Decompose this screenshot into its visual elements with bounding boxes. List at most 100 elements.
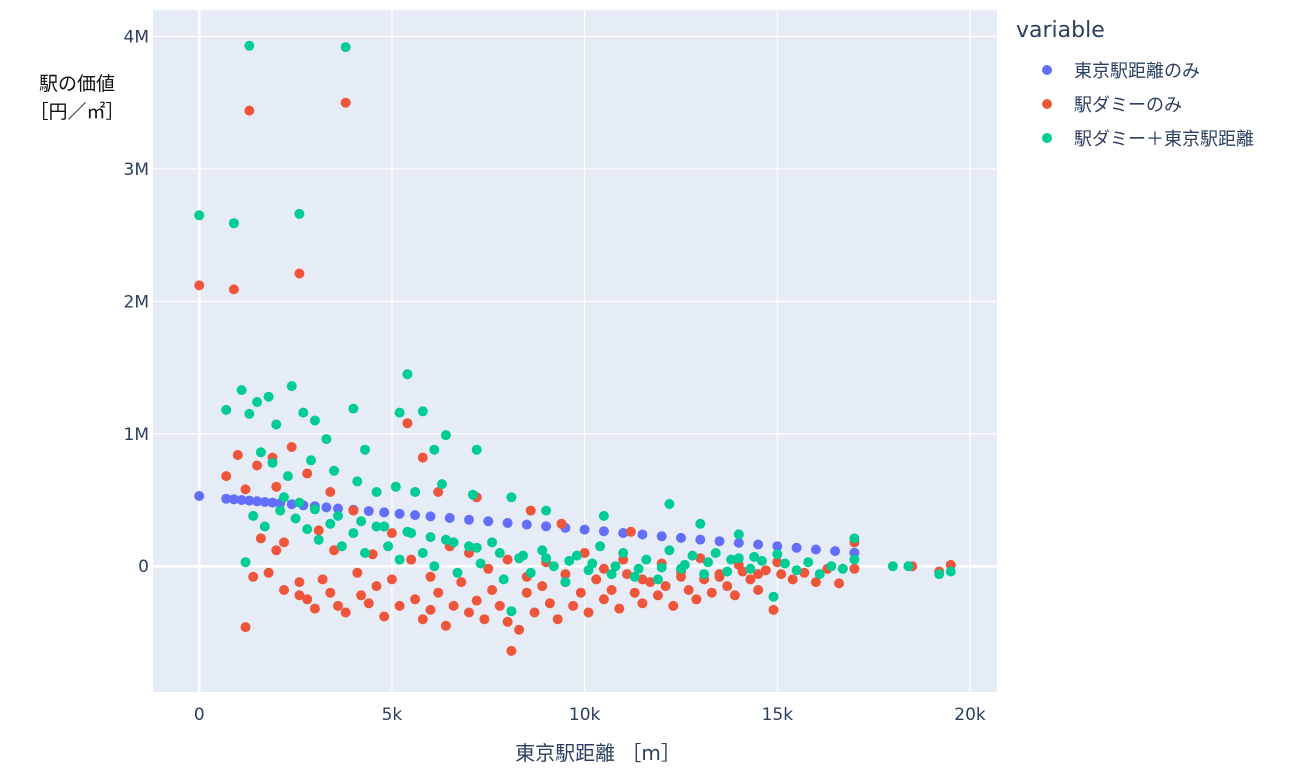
data-point-series-2 <box>360 548 370 558</box>
data-point-series-1 <box>494 600 505 611</box>
data-point-series-2 <box>263 391 274 402</box>
data-point-series-1 <box>302 594 313 605</box>
data-point-series-1 <box>340 97 351 108</box>
data-point-series-2 <box>506 606 517 617</box>
data-point-series-1 <box>479 614 490 625</box>
data-point-series-2 <box>282 471 293 482</box>
data-point-series-0 <box>444 513 455 523</box>
plot-area <box>153 10 997 692</box>
data-point-series-1 <box>529 607 540 618</box>
x-tick-label: 0 <box>194 705 205 725</box>
data-point-series-2 <box>352 476 363 487</box>
data-point-series-2 <box>745 563 756 574</box>
data-point-series-2 <box>402 526 413 537</box>
data-point-series-1 <box>363 598 374 609</box>
data-point-series-2 <box>587 558 598 569</box>
data-point-series-0 <box>502 518 513 528</box>
y-tick-labels: 0 1M 2M 3M 4M <box>124 27 149 577</box>
data-point-series-1 <box>691 594 702 605</box>
data-point-series-1 <box>729 590 740 601</box>
data-point-series-2 <box>687 550 698 561</box>
data-point-series-0 <box>252 496 263 507</box>
data-point-series-0 <box>772 541 783 552</box>
data-point-series-1 <box>356 590 367 601</box>
data-point-series-0 <box>363 506 374 517</box>
data-point-series-1 <box>652 590 663 601</box>
legend-item-station-dummy[interactable]: 駅ダミーのみ <box>1016 87 1254 121</box>
y-tick-label: 4M <box>124 27 149 47</box>
data-point-series-1 <box>433 587 444 598</box>
legend-title: variable <box>1016 18 1105 43</box>
data-point-series-2 <box>302 524 313 535</box>
legend-label: 駅ダミー＋東京駅距離 <box>1074 129 1254 150</box>
data-point-series-2 <box>379 521 390 532</box>
data-point-series-2 <box>306 455 316 466</box>
data-point-series-1 <box>271 481 282 492</box>
data-point-series-1 <box>417 614 428 625</box>
data-point-series-2 <box>271 419 282 430</box>
data-point-series-1 <box>240 622 251 633</box>
data-point-series-2 <box>699 569 710 580</box>
data-point-series-1 <box>313 525 324 536</box>
y-tick-label: 2M <box>124 292 149 312</box>
legend-item-combined[interactable]: 駅ダミー＋東京駅距離 <box>1016 121 1254 155</box>
data-point-series-2 <box>325 518 336 529</box>
data-point-series-2 <box>664 499 675 509</box>
data-point-series-0 <box>194 491 205 501</box>
data-point-series-1 <box>248 571 259 582</box>
data-point-series-1 <box>294 590 305 601</box>
data-point-series-1 <box>329 545 340 556</box>
data-point-series-1 <box>575 587 586 598</box>
x-tick-label: 20k <box>954 705 986 725</box>
data-point-series-1 <box>232 450 243 460</box>
data-point-series-2 <box>733 553 744 564</box>
data-point-series-2 <box>498 574 509 585</box>
data-point-series-1 <box>433 487 444 497</box>
data-point-series-2 <box>313 534 324 545</box>
data-point-series-2 <box>194 210 205 221</box>
data-point-series-1 <box>279 585 289 595</box>
data-point-series-2 <box>525 567 536 578</box>
data-point-series-2 <box>348 528 359 539</box>
data-point-series-2 <box>417 406 428 417</box>
data-point-series-1 <box>629 587 640 598</box>
legend-marker <box>1042 99 1052 109</box>
data-point-series-0 <box>464 514 474 525</box>
data-point-series-0 <box>394 508 405 519</box>
data-point-series-1 <box>583 607 594 618</box>
data-point-series-1 <box>849 563 860 574</box>
data-point-series-0 <box>830 546 841 557</box>
data-point-series-1 <box>348 505 359 516</box>
x-tick-label: 10k <box>569 705 601 725</box>
data-point-series-2 <box>294 497 305 508</box>
data-point-series-1 <box>622 569 632 580</box>
data-point-series-1 <box>502 554 513 565</box>
data-point-series-2 <box>494 548 505 558</box>
data-point-series-2 <box>803 557 814 568</box>
data-point-series-1 <box>386 574 397 585</box>
data-point-series-2 <box>275 505 286 516</box>
data-point-series-2 <box>383 541 394 552</box>
data-point-series-2 <box>244 408 255 419</box>
data-point-series-1 <box>286 442 297 452</box>
data-point-series-2 <box>887 561 898 572</box>
x-tick-labels: 0 5k 10k 15k 20k <box>194 705 986 725</box>
data-point-series-1 <box>525 505 536 516</box>
data-point-series-1 <box>221 471 232 482</box>
data-point-series-0 <box>483 516 494 527</box>
data-point-series-2 <box>417 548 428 558</box>
data-point-series-1 <box>772 557 783 568</box>
y-tick-label: 3M <box>124 160 149 180</box>
data-point-series-1 <box>834 578 844 589</box>
data-point-series-0 <box>753 539 764 550</box>
data-point-series-1 <box>776 569 787 580</box>
data-point-series-1 <box>745 574 756 585</box>
legend-item-tokyo-distance[interactable]: 東京駅距離のみ <box>1016 53 1254 87</box>
data-point-series-2 <box>279 492 289 503</box>
data-point-series-1 <box>810 577 821 588</box>
data-point-series-1 <box>753 569 764 580</box>
data-point-series-2 <box>629 571 640 582</box>
data-point-series-2 <box>356 516 367 527</box>
data-point-series-2 <box>664 545 675 556</box>
data-point-series-1 <box>271 545 282 556</box>
